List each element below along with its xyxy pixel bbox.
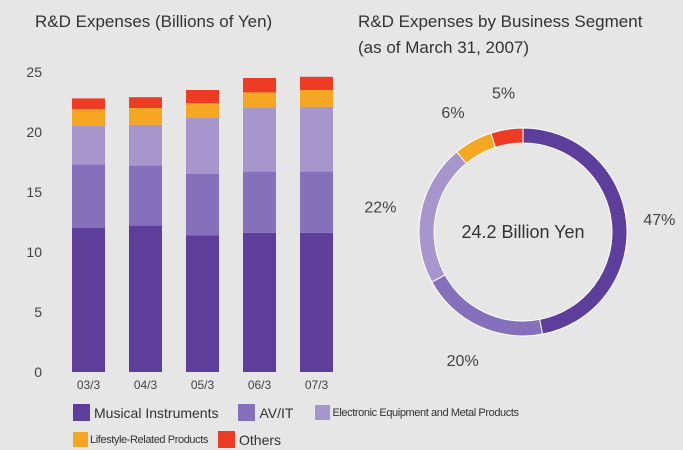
donut-slice-label: 22% xyxy=(364,199,396,216)
donut-center-label: 24.2 Billion Yen xyxy=(461,222,584,242)
donut-chart-subtitle: (as of March 31, 2007) xyxy=(358,38,530,57)
bar-segment-07-3-0 xyxy=(300,232,333,372)
legend-swatch-musical-instruments xyxy=(73,404,90,421)
legend-swatch-av-it xyxy=(238,404,256,421)
bar-segment-06-3-2 xyxy=(243,108,276,172)
bar-segment-03-3-4 xyxy=(72,98,105,110)
bar-segment-04-3-2 xyxy=(129,124,162,166)
bar-segment-07-3-1 xyxy=(300,171,333,233)
donut-slice-2 xyxy=(418,151,467,283)
legend-swatch-lifestyle xyxy=(73,432,88,447)
bar-segment-06-3-0 xyxy=(243,232,276,372)
bar-segment-05-3-1 xyxy=(186,174,219,236)
donut-chart-title: R&D Expenses by Business Segment xyxy=(358,12,643,31)
bar-segment-04-3-3 xyxy=(129,108,162,125)
legend-label-electronic-equipment: Electronic Equipment and Metal Products xyxy=(332,406,519,419)
bar-segment-03-3-0 xyxy=(72,228,105,372)
legend-label-av-it: AV/IT xyxy=(259,404,294,421)
y-tick-label: 10 xyxy=(26,244,42,260)
bar-segment-03-3-1 xyxy=(72,164,105,228)
y-tick-label: 25 xyxy=(26,64,42,80)
bar-segment-03-3-2 xyxy=(72,126,105,165)
bar-segment-07-3-4 xyxy=(300,76,333,90)
bar-segment-07-3-3 xyxy=(300,90,333,107)
legend-swatch-electronic-equipment xyxy=(315,405,331,420)
donut-slice-label: 5% xyxy=(492,86,515,103)
bar-segment-05-3-2 xyxy=(186,117,219,174)
donut-slice-label: 6% xyxy=(441,105,464,122)
y-tick-label: 15 xyxy=(26,184,42,200)
donut-slice-label: 47% xyxy=(643,212,675,229)
bar-segment-06-3-4 xyxy=(243,78,276,93)
bar-segment-07-3-2 xyxy=(300,106,333,172)
donut-slice-label: 20% xyxy=(447,353,479,370)
bar-segment-04-3-0 xyxy=(129,225,162,372)
donut-slice-3 xyxy=(456,132,497,165)
y-tick-label: 0 xyxy=(34,364,42,380)
bar-segment-03-3-3 xyxy=(72,109,105,126)
bar-segment-05-3-0 xyxy=(186,235,219,372)
x-tick-label: 06/3 xyxy=(248,378,272,392)
bar-segment-05-3-4 xyxy=(186,90,219,104)
y-tick-label: 5 xyxy=(34,304,42,320)
legend-label-lifestyle: Lifestyle-Related Products xyxy=(90,433,208,446)
legend-row-2: Lifestyle-Related Products Others xyxy=(73,431,281,448)
x-tick-label: 03/3 xyxy=(77,378,101,392)
bar-segment-06-3-3 xyxy=(243,92,276,108)
donut-slice-1 xyxy=(431,274,544,337)
legend-row-1: Musical Instruments AV/IT Electronic Equ… xyxy=(73,404,519,421)
x-tick-label: 05/3 xyxy=(191,378,215,392)
bar-segment-05-3-3 xyxy=(186,103,219,118)
bar-chart-title: R&D Expenses (Billions of Yen) xyxy=(35,12,273,31)
y-tick-label: 20 xyxy=(26,124,42,140)
donut-slice-4 xyxy=(490,127,524,148)
bar-segment-06-3-1 xyxy=(243,171,276,233)
x-tick-label: 07/3 xyxy=(305,378,329,392)
bar-segment-04-3-1 xyxy=(129,165,162,226)
legend-swatch-others xyxy=(218,431,235,448)
legend-label-others: Others xyxy=(239,431,282,448)
legend-label-musical-instruments: Musical Instruments xyxy=(94,404,219,421)
x-tick-label: 04/3 xyxy=(134,378,158,392)
bar-segment-04-3-4 xyxy=(129,97,162,108)
